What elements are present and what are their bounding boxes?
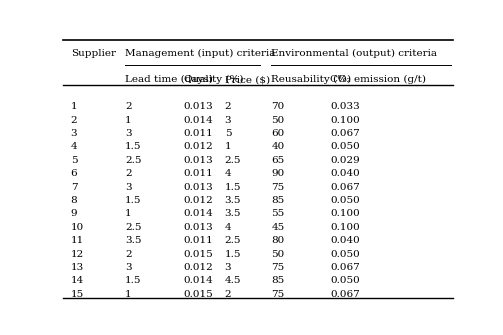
Text: 45: 45 bbox=[272, 223, 285, 232]
Text: 5: 5 bbox=[225, 129, 231, 138]
Text: Reusability (%): Reusability (%) bbox=[272, 75, 352, 84]
Text: 1: 1 bbox=[125, 116, 132, 125]
Text: 12: 12 bbox=[70, 250, 84, 259]
Text: 4.5: 4.5 bbox=[225, 276, 241, 285]
Text: 10: 10 bbox=[70, 223, 84, 232]
Text: 2: 2 bbox=[225, 290, 231, 299]
Text: 0.100: 0.100 bbox=[330, 209, 360, 218]
Text: 0.067: 0.067 bbox=[330, 290, 360, 299]
Text: 3: 3 bbox=[125, 129, 132, 138]
Text: 85: 85 bbox=[272, 276, 285, 285]
Text: 0.050: 0.050 bbox=[330, 250, 360, 259]
Text: 6: 6 bbox=[70, 169, 77, 178]
Text: 0.050: 0.050 bbox=[330, 142, 360, 151]
Text: 50: 50 bbox=[272, 116, 285, 125]
Text: 0.014: 0.014 bbox=[184, 209, 213, 218]
Text: 1.5: 1.5 bbox=[125, 196, 142, 205]
Text: 2: 2 bbox=[125, 250, 132, 259]
Text: 2: 2 bbox=[125, 102, 132, 111]
Text: Supplier: Supplier bbox=[70, 49, 116, 58]
Text: 70: 70 bbox=[272, 102, 285, 111]
Text: 1.5: 1.5 bbox=[125, 142, 142, 151]
Text: 0.014: 0.014 bbox=[184, 116, 213, 125]
Text: 50: 50 bbox=[272, 250, 285, 259]
Text: 0.014: 0.014 bbox=[184, 276, 213, 285]
Text: 1: 1 bbox=[225, 142, 231, 151]
Text: 75: 75 bbox=[272, 183, 285, 192]
Text: 0.011: 0.011 bbox=[184, 169, 213, 178]
Text: 2.5: 2.5 bbox=[125, 156, 142, 165]
Text: 15: 15 bbox=[70, 290, 84, 299]
Text: 4: 4 bbox=[225, 169, 231, 178]
Text: 0.040: 0.040 bbox=[330, 236, 360, 245]
Text: 1.5: 1.5 bbox=[225, 250, 241, 259]
Text: 13: 13 bbox=[70, 263, 84, 272]
Text: 0.100: 0.100 bbox=[330, 223, 360, 232]
Text: 0.013: 0.013 bbox=[184, 102, 213, 111]
Text: CO₂ emission (g/t): CO₂ emission (g/t) bbox=[330, 75, 426, 84]
Text: 2.5: 2.5 bbox=[225, 236, 241, 245]
Text: 2: 2 bbox=[70, 116, 77, 125]
Text: 8: 8 bbox=[70, 196, 77, 205]
Text: 0.013: 0.013 bbox=[184, 156, 213, 165]
Text: 0.012: 0.012 bbox=[184, 142, 213, 151]
Text: 0.013: 0.013 bbox=[184, 183, 213, 192]
Text: 2.5: 2.5 bbox=[225, 156, 241, 165]
Text: 14: 14 bbox=[70, 276, 84, 285]
Text: 3: 3 bbox=[225, 263, 231, 272]
Text: 0.015: 0.015 bbox=[184, 250, 213, 259]
Text: 5: 5 bbox=[70, 156, 77, 165]
Text: 2.5: 2.5 bbox=[125, 223, 142, 232]
Text: 3.5: 3.5 bbox=[225, 196, 241, 205]
Text: 0.013: 0.013 bbox=[184, 223, 213, 232]
Text: 0.033: 0.033 bbox=[330, 102, 360, 111]
Text: Price ($): Price ($) bbox=[225, 75, 270, 84]
Text: 11: 11 bbox=[70, 236, 84, 245]
Text: 0.100: 0.100 bbox=[330, 116, 360, 125]
Text: 0.012: 0.012 bbox=[184, 263, 213, 272]
Text: 0.067: 0.067 bbox=[330, 263, 360, 272]
Text: 2: 2 bbox=[225, 102, 231, 111]
Text: 9: 9 bbox=[70, 209, 77, 218]
Text: 55: 55 bbox=[272, 209, 285, 218]
Text: 1.5: 1.5 bbox=[225, 183, 241, 192]
Text: Management (input) criteria: Management (input) criteria bbox=[125, 49, 276, 58]
Text: 4: 4 bbox=[70, 142, 77, 151]
Text: 1.5: 1.5 bbox=[125, 276, 142, 285]
Text: 65: 65 bbox=[272, 156, 285, 165]
Text: 0.067: 0.067 bbox=[330, 183, 360, 192]
Text: 0.040: 0.040 bbox=[330, 169, 360, 178]
Text: 0.011: 0.011 bbox=[184, 129, 213, 138]
Text: 3: 3 bbox=[125, 263, 132, 272]
Text: 2: 2 bbox=[125, 169, 132, 178]
Text: 60: 60 bbox=[272, 129, 285, 138]
Text: 75: 75 bbox=[272, 290, 285, 299]
Text: 80: 80 bbox=[272, 236, 285, 245]
Text: 0.012: 0.012 bbox=[184, 196, 213, 205]
Text: 3: 3 bbox=[225, 116, 231, 125]
Text: 3: 3 bbox=[125, 183, 132, 192]
Text: 0.015: 0.015 bbox=[184, 290, 213, 299]
Text: 0.011: 0.011 bbox=[184, 236, 213, 245]
Text: 75: 75 bbox=[272, 263, 285, 272]
Text: 4: 4 bbox=[225, 223, 231, 232]
Text: 0.050: 0.050 bbox=[330, 276, 360, 285]
Text: 3.5: 3.5 bbox=[225, 209, 241, 218]
Text: 0.050: 0.050 bbox=[330, 196, 360, 205]
Text: 1: 1 bbox=[70, 102, 77, 111]
Text: 7: 7 bbox=[70, 183, 77, 192]
Text: 40: 40 bbox=[272, 142, 285, 151]
Text: 3: 3 bbox=[70, 129, 77, 138]
Text: 85: 85 bbox=[272, 196, 285, 205]
Text: Quality (%): Quality (%) bbox=[184, 75, 243, 84]
Text: Lead time (days): Lead time (days) bbox=[125, 75, 213, 84]
Text: 90: 90 bbox=[272, 169, 285, 178]
Text: 0.029: 0.029 bbox=[330, 156, 360, 165]
Text: 1: 1 bbox=[125, 209, 132, 218]
Text: Environmental (output) criteria: Environmental (output) criteria bbox=[272, 49, 438, 58]
Text: 1: 1 bbox=[125, 290, 132, 299]
Text: 3.5: 3.5 bbox=[125, 236, 142, 245]
Text: 0.067: 0.067 bbox=[330, 129, 360, 138]
